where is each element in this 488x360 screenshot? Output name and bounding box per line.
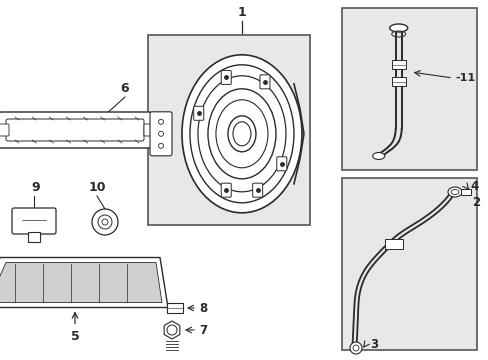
FancyBboxPatch shape [12, 208, 56, 234]
Bar [167, 303, 183, 313]
Text: 9: 9 [32, 181, 40, 194]
Text: 2: 2 [471, 195, 479, 208]
Polygon shape [164, 321, 180, 339]
Text: 6: 6 [121, 82, 129, 95]
Ellipse shape [447, 187, 461, 197]
FancyBboxPatch shape [276, 157, 286, 171]
Polygon shape [0, 257, 168, 307]
Bar [28, 232, 40, 242]
Bar [391, 77, 405, 86]
FancyBboxPatch shape [221, 71, 231, 84]
Bar [385, 239, 403, 249]
FancyBboxPatch shape [0, 112, 152, 148]
Polygon shape [0, 262, 162, 302]
Text: 10: 10 [88, 181, 105, 194]
FancyBboxPatch shape [6, 119, 143, 141]
Circle shape [92, 209, 118, 235]
Text: 8: 8 [199, 302, 207, 315]
Text: 4: 4 [469, 180, 477, 193]
Text: -11: -11 [454, 73, 474, 83]
Circle shape [349, 342, 361, 354]
Text: 5: 5 [70, 330, 79, 343]
FancyBboxPatch shape [193, 106, 203, 120]
Text: 3: 3 [369, 338, 377, 351]
FancyBboxPatch shape [252, 183, 262, 197]
Ellipse shape [207, 89, 275, 179]
Text: 1: 1 [237, 6, 246, 19]
Bar [341, 8, 476, 170]
FancyBboxPatch shape [0, 124, 9, 136]
Ellipse shape [182, 55, 302, 213]
Bar [148, 35, 309, 225]
Bar [341, 178, 476, 350]
Text: 7: 7 [199, 324, 207, 337]
Bar [391, 60, 405, 69]
FancyBboxPatch shape [260, 75, 269, 89]
FancyBboxPatch shape [221, 183, 231, 197]
Ellipse shape [389, 24, 407, 32]
Ellipse shape [227, 116, 255, 152]
Ellipse shape [372, 153, 384, 159]
Bar [460, 189, 470, 195]
FancyBboxPatch shape [150, 112, 172, 156]
FancyBboxPatch shape [143, 124, 154, 136]
